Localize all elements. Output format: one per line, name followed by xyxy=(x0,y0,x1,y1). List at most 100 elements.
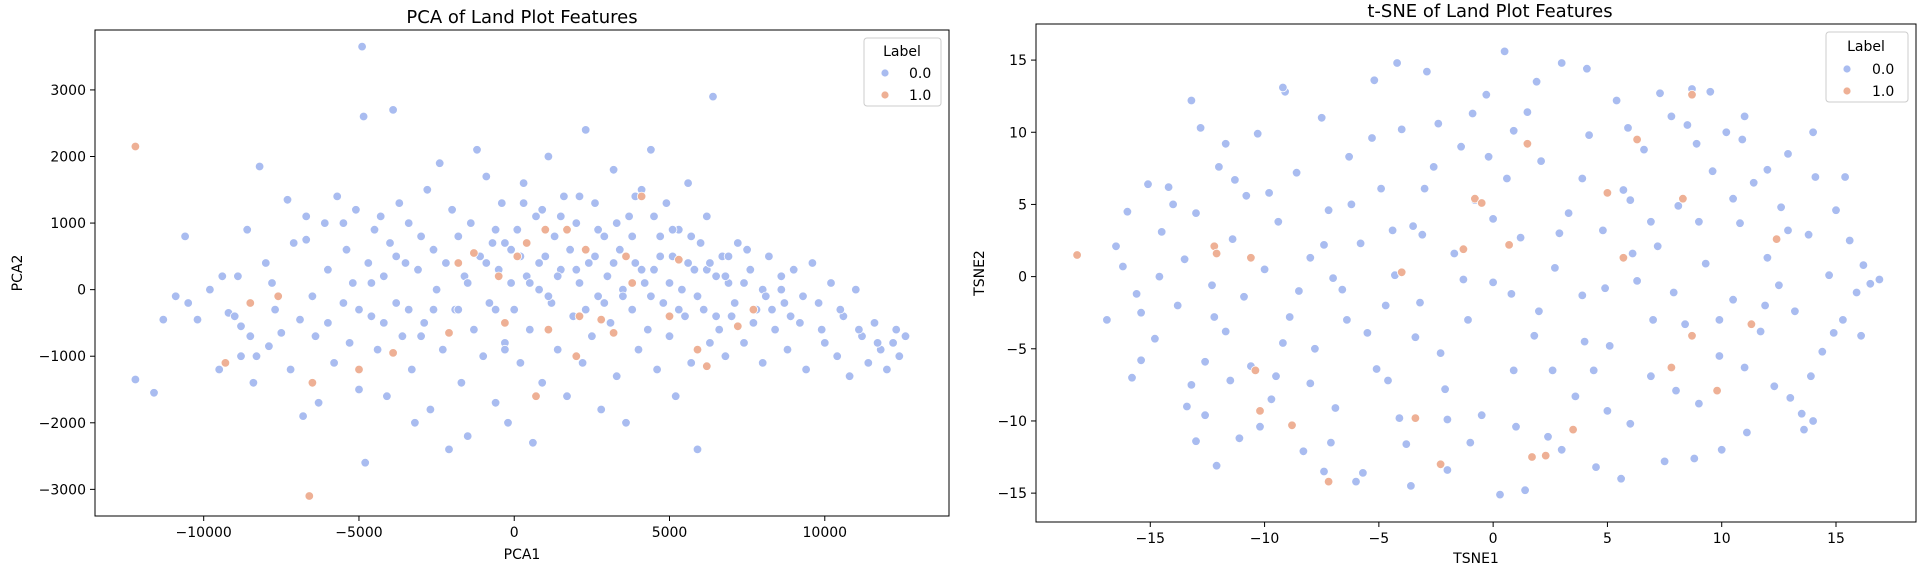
pca-x-tick-label: 10000 xyxy=(803,525,848,541)
tsne-point-0.0-164 xyxy=(1668,287,1679,298)
pca-point-0.0-33 xyxy=(332,191,342,202)
pca-point-0.0-134 xyxy=(646,145,656,155)
tsne-point-0.0-203 xyxy=(1705,87,1716,97)
tsne-point-0.0-61 xyxy=(1508,365,1519,376)
tsne-point-1.0-25 xyxy=(1687,89,1697,100)
pca-point-1.0-20 xyxy=(608,328,619,338)
pca-point-0.0-120 xyxy=(602,271,613,282)
pca-point-0.0-193 xyxy=(500,344,510,355)
tsne-point-1.0-8 xyxy=(1396,267,1407,278)
pca-point-0.0-112 xyxy=(577,358,588,368)
pca-point-0.0-149 xyxy=(692,444,703,455)
tsne-point-0.0-4 xyxy=(1136,355,1146,366)
pca-legend: Label 0.0 1.0 xyxy=(863,37,942,107)
tsne-point-0.0-133 xyxy=(1602,406,1613,416)
pca-point-0.0-56 xyxy=(404,218,414,228)
tsne-point-1.0-17 xyxy=(1540,450,1551,461)
pca-legend-marker-0 xyxy=(880,68,890,78)
tsne-point-1.0-5 xyxy=(1255,406,1265,416)
tsne-legend-frame xyxy=(1825,31,1909,103)
pca-point-1.0-15 xyxy=(543,324,554,335)
tsne-point-0.0-70 xyxy=(1570,391,1581,402)
tsne-point-0.0-165 xyxy=(1691,139,1702,149)
pca-point-0.0-8 xyxy=(217,271,228,282)
tsne-point-0.0-38 xyxy=(1355,238,1366,249)
pca-point-1.0-21 xyxy=(621,251,631,262)
tsne-point-0.0-11 xyxy=(1186,380,1197,390)
pca-point-0.0-31 xyxy=(323,265,333,275)
pca-point-0.0-138 xyxy=(658,298,669,308)
tsne-point-0.0-104 xyxy=(1803,229,1814,240)
tsne-point-0.0-92 xyxy=(1721,127,1732,138)
tsne-point-0.0-66 xyxy=(1543,432,1553,442)
tsne-point-0.0-128 xyxy=(1488,214,1498,224)
pca-axes-frame xyxy=(94,29,950,517)
tsne-point-1.0-19 xyxy=(1602,188,1613,198)
pca-point-0.0-188 xyxy=(900,331,911,341)
pca-point-0.0-57 xyxy=(407,364,417,375)
pca-point-0.0-100 xyxy=(540,251,551,262)
tsne-point-0.0-20 xyxy=(1241,191,1252,201)
tsne-point-0.0-48 xyxy=(1422,66,1432,77)
tsne-point-0.0-102 xyxy=(1790,306,1800,317)
pca-point-0.0-63 xyxy=(425,404,436,415)
tsne-x-axis-label: TSNE1 xyxy=(1452,551,1499,567)
pca-point-0.0-108 xyxy=(565,244,575,255)
pca-point-0.0-7 xyxy=(205,284,215,295)
tsne-point-0.0-134 xyxy=(1625,195,1636,205)
pca-point-1.0-19 xyxy=(596,314,606,325)
pca-point-0.0-98 xyxy=(534,284,544,295)
pca-point-0.0-65 xyxy=(431,284,442,295)
pca-point-0.0-45 xyxy=(369,224,380,235)
tsne-axes-frame xyxy=(1035,23,1917,523)
pca-point-0.0-218 xyxy=(730,298,740,308)
pca-point-0.0-115 xyxy=(587,331,597,341)
pca-point-0.0-82 xyxy=(484,298,495,308)
pca-point-0.0-24 xyxy=(295,314,305,325)
tsne-point-0.0-149 xyxy=(1319,240,1329,250)
pca-point-0.0-101 xyxy=(543,151,554,162)
tsne-point-0.0-194 xyxy=(1278,82,1288,93)
tsne-point-0.0-13 xyxy=(1195,123,1206,133)
tsne-point-0.0-137 xyxy=(1694,217,1704,227)
tsne-point-1.0-0 xyxy=(1072,250,1082,260)
pca-point-0.0-119 xyxy=(599,231,610,242)
tsne-point-0.0-77 xyxy=(1618,185,1629,195)
tsne-point-0.0-136 xyxy=(1671,385,1681,396)
pca-point-0.0-10 xyxy=(229,311,240,322)
pca-point-0.0-91 xyxy=(512,224,523,235)
pca-point-0.0-211 xyxy=(664,278,675,288)
pca-point-0.0-136 xyxy=(652,364,662,375)
pca-point-0.0-30 xyxy=(320,218,330,228)
pca-point-0.0-97 xyxy=(531,211,541,222)
tsne-point-0.0-85 xyxy=(1673,201,1684,211)
pca-point-0.0-179 xyxy=(844,371,855,381)
tsne-point-0.0-183 xyxy=(1508,126,1519,136)
pca-point-0.0-96 xyxy=(528,438,538,448)
pca-point-0.0-258 xyxy=(835,304,846,315)
pca-point-1.0-1 xyxy=(220,358,231,368)
tsne-point-0.0-36 xyxy=(1344,152,1354,162)
pca-point-1.0-31 xyxy=(540,224,551,235)
pca-point-0.0-256 xyxy=(798,291,808,302)
pca-point-0.0-228 xyxy=(391,251,401,262)
tsne-point-0.0-101 xyxy=(1783,149,1793,159)
pca-point-1.0-7 xyxy=(388,348,398,358)
pca-point-0.0-261 xyxy=(891,324,901,335)
pca-point-1.0-8 xyxy=(444,328,454,338)
pca-point-0.0-69 xyxy=(444,444,454,455)
pca-point-0.0-128 xyxy=(627,304,637,315)
tsne-point-0.0-157 xyxy=(1506,289,1517,299)
pca-point-0.0-161 xyxy=(733,238,743,248)
tsne-point-0.0-205 xyxy=(1799,424,1809,435)
tsne-point-0.0-30 xyxy=(1305,253,1316,263)
tsne-point-0.0-24 xyxy=(1266,394,1277,405)
tsne-point-0.0-168 xyxy=(1760,300,1770,311)
pca-point-0.0-222 xyxy=(767,304,777,315)
tsne-point-0.0-60 xyxy=(1502,173,1512,184)
pca-point-0.0-124 xyxy=(615,244,625,255)
pca-point-0.0-154 xyxy=(708,91,718,102)
pca-point-0.0-156 xyxy=(714,324,724,335)
tsne-point-0.0-141 xyxy=(1785,393,1796,403)
